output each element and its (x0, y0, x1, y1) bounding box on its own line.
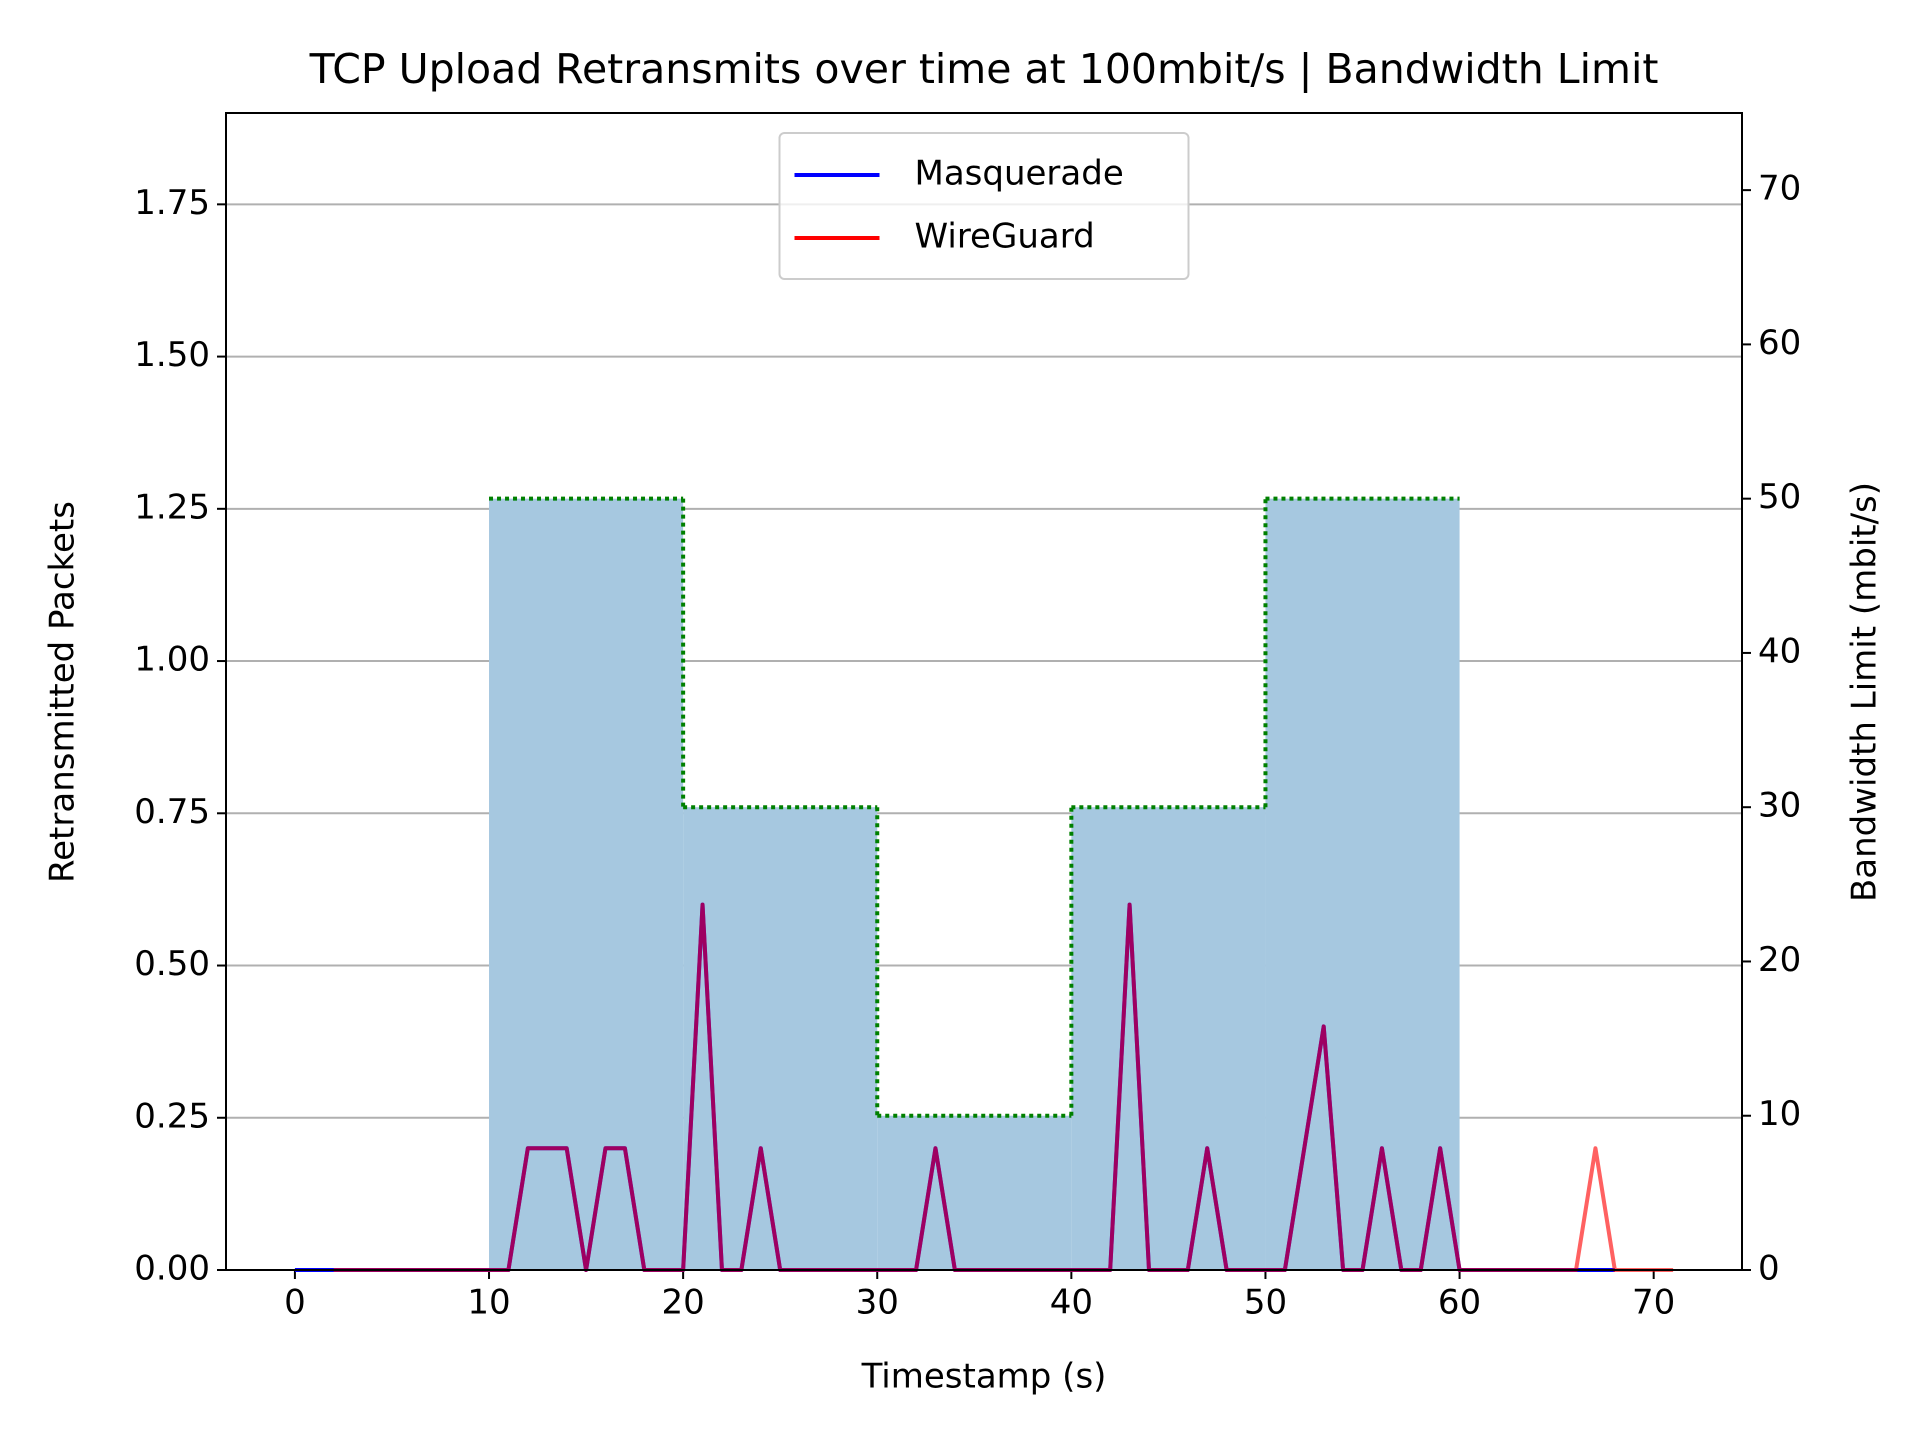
legend-box (778, 132, 1190, 280)
x-tick-label: 60 (1438, 1283, 1481, 1323)
y2-tick-label: 50 (1758, 477, 1801, 517)
y-tick-label: 0.00 (134, 1249, 210, 1289)
bandwidth-area (489, 498, 684, 1271)
x-tick-label: 10 (467, 1283, 510, 1323)
y2-tick-label: 0 (1758, 1249, 1780, 1289)
bandwidth-area (877, 1115, 1072, 1270)
x-axis-label: Timestamp (s) (861, 1357, 1107, 1397)
legend-label: WireGuard (915, 217, 1095, 257)
y-tick-label: 0.75 (134, 792, 210, 832)
plot-frame (225, 112, 1743, 1271)
x-tick-label: 40 (1050, 1283, 1093, 1323)
y2-tick-label: 70 (1758, 169, 1801, 209)
y2-tick-label: 10 (1758, 1094, 1801, 1134)
y-tick-label: 1.75 (134, 183, 210, 223)
y-axis-label: Retransmitted Packets (43, 501, 83, 883)
y-tick-label: 1.50 (134, 335, 210, 375)
y-tick-label: 0.50 (134, 944, 210, 984)
chart-title: TCP Upload Retransmits over time at 100m… (309, 45, 1659, 93)
bandwidth-area (683, 807, 878, 1270)
bandwidth-area (1265, 498, 1460, 1271)
legend-label: Masquerade (915, 154, 1124, 194)
y2-tick-label: 40 (1758, 631, 1801, 671)
y-tick-label: 0.25 (134, 1096, 210, 1136)
x-tick-label: 0 (284, 1283, 306, 1323)
x-tick-label: 50 (1244, 1283, 1287, 1323)
y2-tick-label: 60 (1758, 323, 1801, 363)
y-tick-label: 1.00 (134, 640, 210, 680)
y2-tick-label: 20 (1758, 940, 1801, 980)
y-tick-label: 1.25 (134, 487, 210, 527)
y2-tick-label: 30 (1758, 786, 1801, 826)
x-tick-label: 30 (856, 1283, 899, 1323)
bandwidth-area (1071, 807, 1266, 1270)
x-tick-label: 20 (661, 1283, 704, 1323)
x-tick-label: 70 (1632, 1283, 1675, 1323)
y2-axis-label: Bandwidth Limit (mbit/s) (1845, 482, 1885, 902)
